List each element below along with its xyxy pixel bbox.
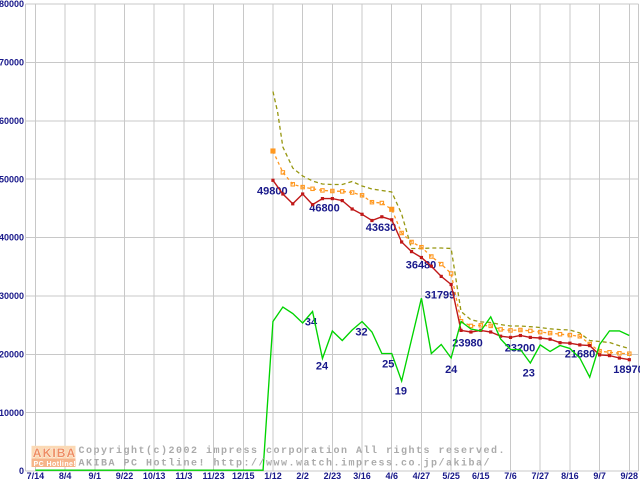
svg-text:6/15: 6/15: [472, 471, 490, 480]
svg-text:3/16: 3/16: [353, 471, 371, 480]
svg-text:9/1: 9/1: [89, 471, 102, 480]
svg-text:4/27: 4/27: [413, 471, 431, 480]
svg-text:46800: 46800: [309, 203, 340, 215]
svg-text:10000: 10000: [0, 408, 24, 418]
svg-text:11/3: 11/3: [175, 471, 192, 480]
svg-text:7/6: 7/6: [504, 471, 517, 480]
svg-text:30000: 30000: [0, 291, 24, 301]
svg-text:60000: 60000: [0, 116, 24, 126]
svg-text:1/12: 1/12: [264, 471, 282, 480]
svg-text:40000: 40000: [0, 233, 24, 243]
svg-text:50000: 50000: [0, 174, 24, 184]
svg-text:24: 24: [316, 361, 329, 373]
svg-text:8/16: 8/16: [561, 471, 579, 480]
svg-text:10/13: 10/13: [143, 471, 166, 480]
svg-text:2/23: 2/23: [324, 471, 342, 480]
svg-text:31799: 31799: [425, 290, 456, 302]
svg-text:49800: 49800: [257, 186, 288, 198]
svg-text:80000: 80000: [0, 0, 24, 9]
svg-text:32: 32: [355, 327, 367, 339]
svg-text:PC Hotline!: PC Hotline!: [34, 461, 77, 468]
svg-text:0: 0: [19, 466, 24, 476]
svg-text:18970: 18970: [613, 364, 640, 376]
svg-text:8/4: 8/4: [59, 471, 72, 480]
svg-text:AKIBA: AKIBA: [33, 446, 77, 460]
svg-text:7/14: 7/14: [27, 471, 45, 480]
svg-text:20000: 20000: [0, 349, 24, 359]
svg-text:25: 25: [382, 359, 394, 371]
svg-text:24: 24: [445, 364, 458, 376]
svg-text:12/15: 12/15: [232, 471, 255, 480]
svg-text:AKIBA PC Hotline! http://www.: AKIBA PC Hotline! http://www.watch.impre…: [79, 458, 492, 470]
svg-text:36480: 36480: [406, 260, 437, 272]
svg-text:23200: 23200: [505, 343, 536, 355]
svg-text:9/22: 9/22: [116, 471, 134, 480]
svg-text:7/27: 7/27: [531, 471, 549, 480]
svg-text:70000: 70000: [0, 58, 24, 68]
svg-text:2/2: 2/2: [296, 471, 309, 480]
svg-text:4/6: 4/6: [385, 471, 398, 480]
svg-text:5/25: 5/25: [442, 471, 460, 480]
svg-text:23: 23: [523, 368, 535, 380]
svg-text:19: 19: [395, 386, 407, 398]
svg-text:43630: 43630: [366, 222, 397, 234]
svg-text:9/7: 9/7: [593, 471, 606, 480]
svg-text:11/23: 11/23: [203, 471, 225, 480]
svg-text:9/28: 9/28: [621, 471, 639, 480]
svg-text:23980: 23980: [452, 338, 483, 350]
svg-text:Copyright(c)2002 impress corpo: Copyright(c)2002 impress corporation All…: [79, 445, 507, 457]
